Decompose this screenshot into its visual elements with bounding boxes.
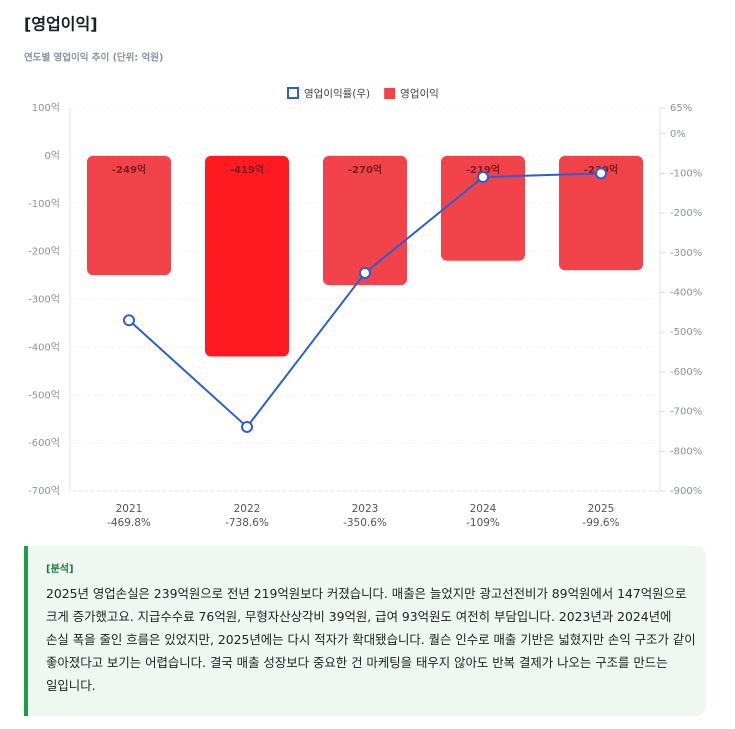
y-tick-label: -500억 bbox=[28, 389, 60, 401]
y2-tick-label: -500% bbox=[670, 327, 702, 338]
bar-value-label: -249억 bbox=[112, 164, 146, 176]
chart-title: [영업이익] bbox=[24, 15, 98, 34]
x-tick-label: 2021 bbox=[116, 503, 143, 515]
x-tick-label: 2022 bbox=[234, 503, 261, 515]
line-marker bbox=[595, 167, 607, 180]
x-tick-sublabel: -738.6% bbox=[225, 517, 269, 529]
analysis-line: 손실 폭을 줄인 흐름은 있었지만, 2025년에는 다시 적자가 확대됐습니다… bbox=[46, 632, 696, 647]
analysis-line: 2025년 영업손실은 239억원으로 전년 219억원보다 커졌습니다. 매출… bbox=[46, 586, 687, 601]
analysis-label: [분석] bbox=[46, 564, 74, 575]
y2-tick-label: -300% bbox=[670, 248, 702, 259]
y2-tick-label: 65% bbox=[670, 103, 692, 114]
y-tick-label: -600억 bbox=[28, 437, 60, 449]
analysis-box: [분석] 2025년 영업손실은 239억원으로 전년 219억원보다 커졌습니… bbox=[24, 546, 706, 716]
y-tick-label: -400억 bbox=[28, 341, 60, 353]
analysis-line: 크게 증가했고요. 지급수수료 76억원, 무형자산상각비 39억원, 급여 9… bbox=[46, 609, 672, 624]
y2-tick-label: -900% bbox=[670, 486, 702, 497]
y2-tick-label: -200% bbox=[670, 208, 702, 219]
x-tick-sublabel: -99.6% bbox=[582, 517, 619, 529]
x-tick-sublabel: -469.8% bbox=[107, 517, 151, 529]
y2-tick-label: 0% bbox=[670, 129, 686, 140]
y-tick-label: 0억 bbox=[44, 150, 60, 162]
y-tick-label: 100억 bbox=[32, 102, 60, 114]
legend-label: 영업이익률(우) bbox=[304, 87, 370, 100]
bar-value-label: -419억 bbox=[230, 164, 264, 176]
y2-tick-label: -100% bbox=[670, 168, 702, 179]
bar bbox=[323, 155, 407, 286]
line-marker bbox=[123, 314, 135, 327]
y-tick-label: -300억 bbox=[28, 294, 60, 306]
bar bbox=[205, 155, 289, 357]
legend-swatch bbox=[384, 88, 396, 99]
y2-tick-label: -700% bbox=[670, 407, 702, 418]
bar bbox=[559, 155, 643, 271]
y2-tick-label: -800% bbox=[670, 446, 702, 457]
y2-tick-label: -600% bbox=[670, 367, 702, 378]
bar bbox=[87, 155, 171, 276]
x-tick-sublabel: -350.6% bbox=[343, 517, 387, 529]
legend-label: 영업이익 bbox=[400, 87, 439, 100]
y-tick-label: -200억 bbox=[28, 246, 60, 258]
bar bbox=[441, 155, 525, 261]
bar-value-label: -270억 bbox=[348, 164, 382, 176]
y2-tick-label: -400% bbox=[670, 288, 702, 299]
line-marker bbox=[241, 420, 253, 433]
y-tick-label: -700억 bbox=[28, 485, 60, 497]
analysis-line: 일입니다. bbox=[46, 678, 96, 693]
x-tick-label: 2025 bbox=[588, 503, 615, 515]
line-marker bbox=[477, 171, 489, 184]
chart-subtitle: 연도별 영업이익 추이 (단위: 억원) bbox=[24, 52, 163, 64]
x-tick-label: 2023 bbox=[352, 503, 379, 515]
line-marker bbox=[359, 266, 371, 279]
chart: [영업이익] 연도별 영업이익 추이 (단위: 억원) -700억 -600억 -5… bbox=[24, 15, 702, 530]
legend-swatch bbox=[287, 87, 299, 99]
analysis-line: 좋아졌다고 보기는 어렵습니다. 결국 매출 성장보다 중요한 건 마케팅을 태… bbox=[46, 655, 668, 670]
y-tick-label: -100억 bbox=[28, 198, 60, 210]
x-tick-sublabel: -109% bbox=[466, 517, 500, 529]
x-tick-label: 2024 bbox=[470, 503, 497, 515]
bar-value-label: -219억 bbox=[466, 164, 500, 176]
